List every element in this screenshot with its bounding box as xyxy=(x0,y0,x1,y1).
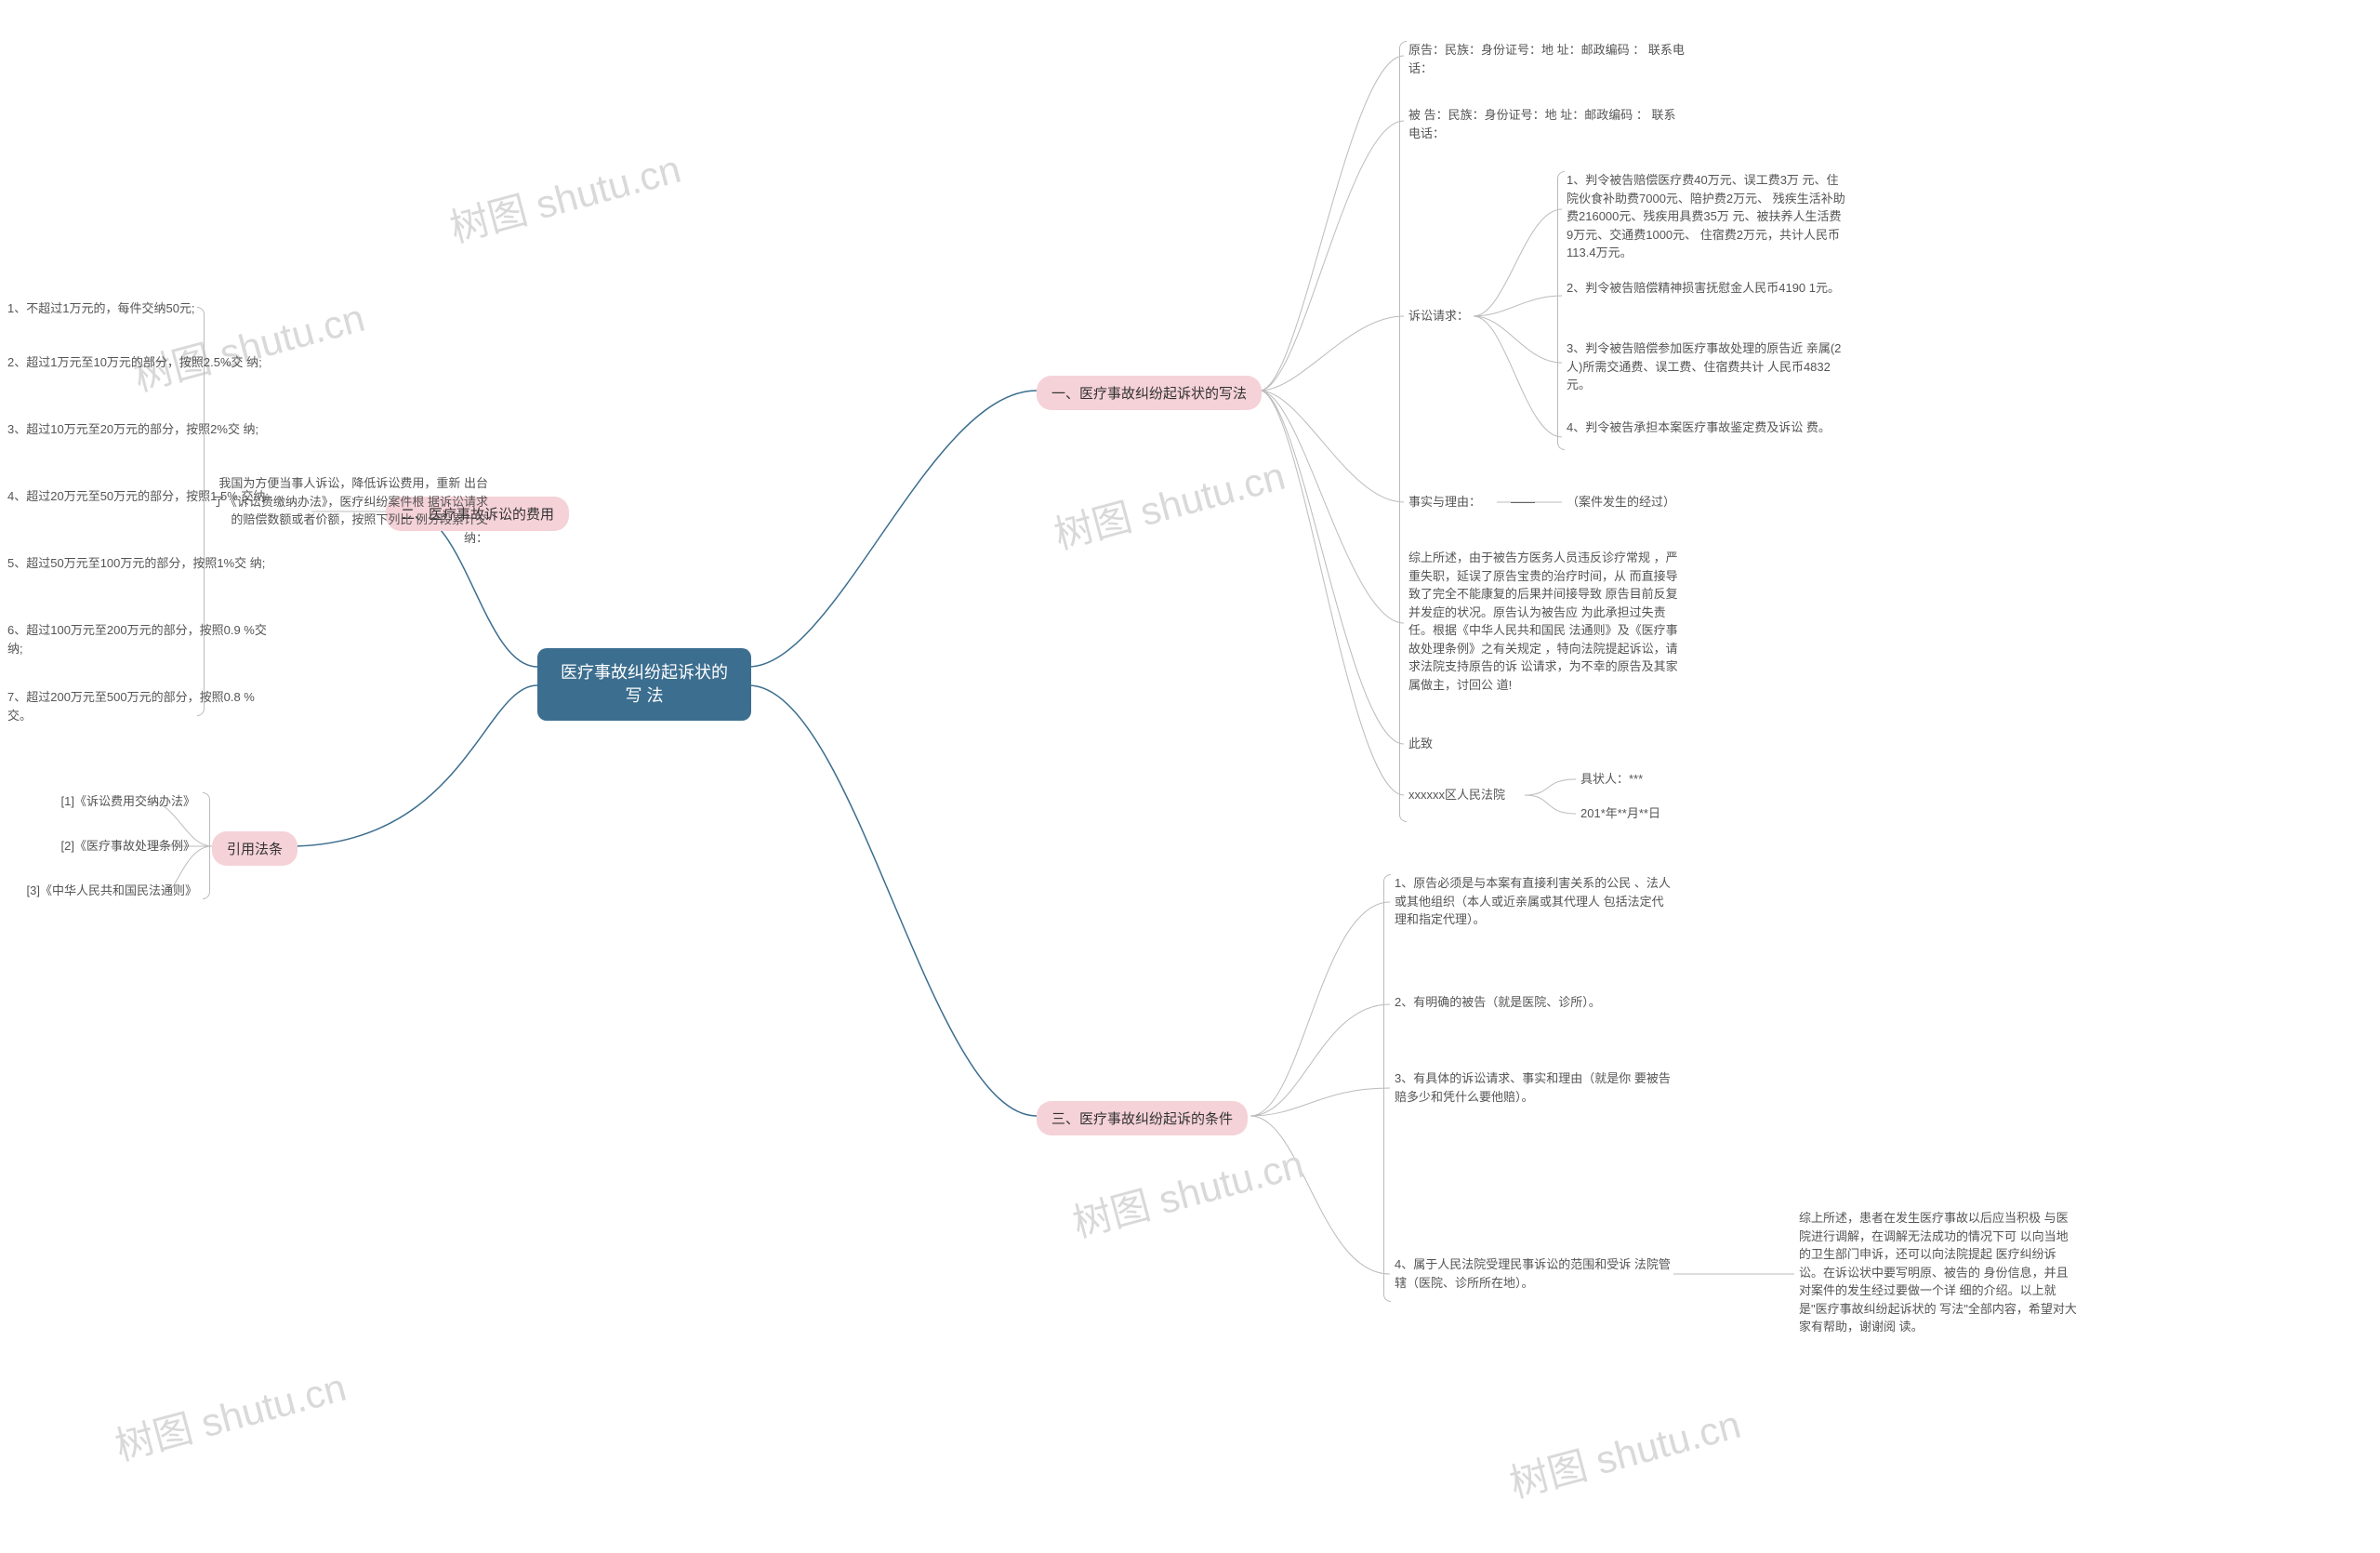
b4-r3: [3]《中华人民共和国民法通则》 xyxy=(11,882,197,900)
bracket xyxy=(1557,171,1565,450)
b1-claim2: 2、判令被告赔偿精神损害抚慰金人民币4190 1元。 xyxy=(1567,279,1845,298)
b2-i1: 1、不超过1万元的，每件交纳50元; xyxy=(7,299,277,318)
b1-claim-label: 诉讼请求： xyxy=(1408,307,1469,325)
b2-i2: 2、超过1万元至10万元的部分，按照2.5%交 纳; xyxy=(7,353,277,372)
bracket xyxy=(1383,874,1391,1302)
b1-plaintiff: 原告：民族：身份证号：地 址：邮政编码 ： 联系电话： xyxy=(1408,41,1687,77)
b1-claim4: 4、判令被告承担本案医疗事故鉴定费及诉讼 费。 xyxy=(1567,418,1845,437)
b1-facts-sub: （案件发生的经过） xyxy=(1567,493,1675,511)
branch-1[interactable]: 一、医疗事故纠纷起诉状的写法 xyxy=(1037,376,1262,410)
b2-intro: 我国为方便当事人诉讼，降低诉讼费用，重新 出台了《诉讼费缴纳办法》，医疗纠纷案件… xyxy=(209,474,488,547)
b1-signer: 具状人：*** xyxy=(1580,770,1643,789)
b1-date: 201*年**月**日 xyxy=(1580,804,1660,823)
bracket xyxy=(203,792,210,899)
b4-r1: [1]《诉讼费用交纳办法》 xyxy=(28,792,195,811)
branch-3[interactable]: 三、医疗事故纠纷起诉的条件 xyxy=(1037,1101,1248,1135)
facts-dash: —— xyxy=(1511,493,1535,511)
b1-closing: 此致 xyxy=(1408,735,1433,753)
b1-facts-label: 事实与理由： xyxy=(1408,493,1481,511)
b3-c1: 1、原告必须是与本案有直接利害关系的公民 、法人或其他组织（本人或近亲属或其代理… xyxy=(1395,874,1673,929)
b3-c3: 3、有具体的诉讼请求、事实和理由（就是你 要被告赔多少和凭什么要他赔）。 xyxy=(1395,1069,1673,1106)
b1-claim3: 3、判令被告赔偿参加医疗事故处理的原告近 亲属(2人)所需交通费、误工费、住宿费… xyxy=(1567,339,1845,394)
b1-summary: 综上所述，由于被告方医务人员违反诊疗常规 ，严重失职，延误了原告宝贵的治疗时间，… xyxy=(1408,549,1687,694)
b3-c4-note: 综上所述，患者在发生医疗事故以后应当积极 与医院进行调解，在调解无法成功的情况下… xyxy=(1799,1209,2078,1336)
b1-court: xxxxxx区人民法院 xyxy=(1408,786,1505,804)
b3-c2: 2、有明确的被告（就是医院、诊所）。 xyxy=(1395,993,1673,1012)
b4-r2: [2]《医疗事故处理条例》 xyxy=(28,837,195,856)
b1-defendant: 被 告：民族：身份证号：地 址：邮政编码 ： 联系电话： xyxy=(1408,106,1687,142)
b1-claim1: 1、判令被告赔偿医疗费40万元、误工费3万 元、住院伙食补助费7000元、陪护费… xyxy=(1567,171,1845,262)
b3-c4: 4、属于人民法院受理民事诉讼的范围和受诉 法院管辖（医院、诊所所在地）。 xyxy=(1395,1255,1673,1292)
b2-i6: 6、超过100万元至200万元的部分，按照0.9 %交纳; xyxy=(7,621,277,657)
branch-4[interactable]: 引用法条 xyxy=(212,831,298,866)
b2-i5: 5、超过50万元至100万元的部分，按照1%交 纳; xyxy=(7,554,277,573)
bracket xyxy=(1399,41,1407,822)
b2-i7: 7、超过200万元至500万元的部分，按照0.8 %交。 xyxy=(7,688,277,724)
center-node[interactable]: 医疗事故纠纷起诉状的写 法 xyxy=(537,648,751,721)
b2-i4: 4、超过20万元至50万元的部分，按照1.5% 交纳; xyxy=(7,487,277,506)
b2-i3: 3、超过10万元至20万元的部分，按照2%交 纳; xyxy=(7,420,277,439)
